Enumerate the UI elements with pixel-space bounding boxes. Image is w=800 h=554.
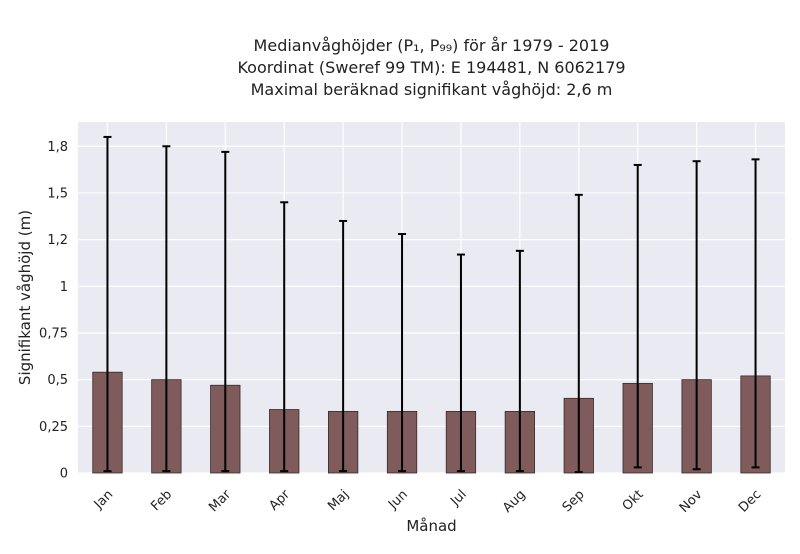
y-tick-label: 1,2 <box>47 233 68 248</box>
errorbar-jan <box>103 135 112 473</box>
errorbar-feb <box>162 145 171 473</box>
y-tick-label: 0,25 <box>39 420 68 435</box>
x-tick-label-mar: Mar <box>206 487 234 515</box>
x-tick-label-feb: Feb <box>148 487 175 514</box>
x-tick-label-maj: Maj <box>325 487 352 514</box>
y-tick-label: 1,8 <box>47 140 68 155</box>
errorbar-sep <box>574 193 583 474</box>
errorbar-aug <box>515 249 524 473</box>
errorbar-mar <box>221 150 230 473</box>
y-tick-label: 0,5 <box>47 373 68 388</box>
x-tick-label-okt: Okt <box>620 487 647 514</box>
title-line: Koordinat (Sweref 99 TM): E 194481, N 60… <box>237 58 625 77</box>
errorbar-dec <box>751 158 760 469</box>
x-tick-label-sep: Sep <box>560 487 588 515</box>
x-tick-label-aug: Aug <box>500 487 529 516</box>
title-line: Maximal beräknad signifikant våghöjd: 2,… <box>251 80 613 99</box>
y-tick-label: 1,5 <box>47 186 68 201</box>
x-tick-label-jul: Jul <box>447 487 469 509</box>
y-ticks: 0 0,25 0,5 0,75 1 1,2 1,5 1,8 <box>39 140 68 482</box>
errorbar-nov <box>692 160 701 471</box>
y-tick-label: 0 <box>60 467 68 482</box>
x-tick-label-jun: Jun <box>385 487 411 513</box>
errorbar-maj <box>339 219 348 473</box>
y-tick-label: 0,75 <box>39 326 68 341</box>
y-tick-label: 1 <box>60 280 68 295</box>
x-tick-label-jan: Jan <box>91 487 116 512</box>
errorbar-jul <box>456 253 465 473</box>
x-tick-label-nov: Nov <box>677 487 706 516</box>
x-tick-label-dec: Dec <box>736 487 764 515</box>
errorbar-apr <box>280 201 289 473</box>
x-axis-label: Månad <box>406 517 456 535</box>
y-axis-label: Signifikant våghöjd (m) <box>16 210 34 385</box>
chart-title: Medianvåghöjder (P₁, P₉₉) för år 1979 - … <box>237 36 625 99</box>
error-bars <box>103 135 760 474</box>
errorbar-okt <box>633 163 642 469</box>
title-line: Medianvåghöjder (P₁, P₉₉) för år 1979 - … <box>254 36 610 55</box>
x-tick-label-apr: Apr <box>267 487 294 514</box>
errorbar-jun <box>398 233 407 473</box>
plot-area <box>78 122 785 473</box>
x-ticks: Jan Feb Mar Apr Maj Jun Jul Aug Sep Okt Nov Dec <box>91 487 765 516</box>
